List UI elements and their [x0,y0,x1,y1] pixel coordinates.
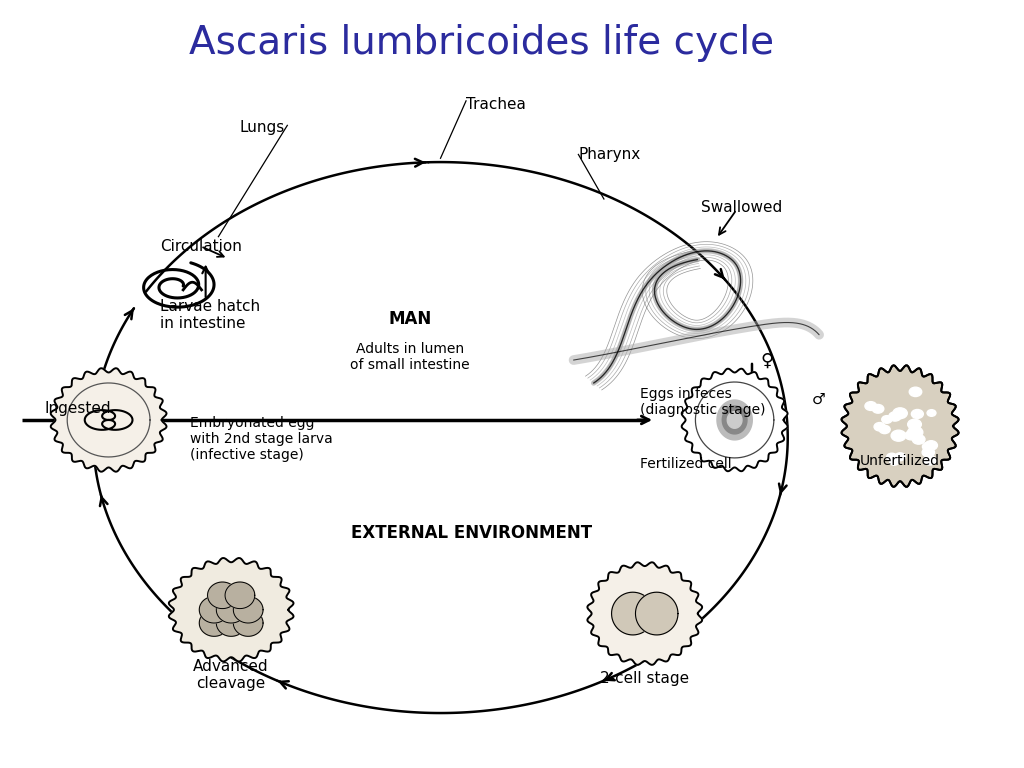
Text: Embryonated egg
with 2nd stage larva
(infective stage): Embryonated egg with 2nd stage larva (in… [190,416,333,462]
Polygon shape [225,582,255,608]
Circle shape [925,441,937,450]
Polygon shape [216,610,246,637]
Text: EXTERNAL ENVIRONMENT: EXTERNAL ENVIRONMENT [350,525,592,542]
Text: Unfertilized: Unfertilized [860,454,940,468]
Circle shape [891,430,906,441]
Text: Adults in lumen
of small intestine: Adults in lumen of small intestine [350,342,470,372]
Polygon shape [727,412,742,429]
Polygon shape [200,597,229,623]
Text: Ingested: Ingested [45,401,112,416]
Circle shape [912,435,925,444]
Circle shape [924,455,936,465]
Circle shape [893,408,907,419]
Text: ♂: ♂ [812,392,825,407]
Text: Pharynx: Pharynx [579,147,641,162]
Circle shape [907,426,923,438]
Polygon shape [611,592,654,635]
Polygon shape [200,610,229,637]
Circle shape [911,409,924,419]
Circle shape [865,402,877,410]
Text: Eggs in feces
(diagnostic stage): Eggs in feces (diagnostic stage) [640,387,765,418]
Circle shape [872,405,884,413]
Circle shape [887,453,897,461]
Polygon shape [233,597,263,623]
Text: Fertilized cell: Fertilized cell [640,458,731,472]
Text: Advanced
cleavage: Advanced cleavage [194,659,269,691]
Polygon shape [588,562,702,665]
Polygon shape [233,610,263,637]
Polygon shape [842,366,958,487]
Circle shape [923,448,935,457]
Circle shape [895,453,905,461]
Polygon shape [51,368,167,472]
Circle shape [909,387,922,396]
Text: Lungs: Lungs [240,120,285,135]
Polygon shape [216,597,246,623]
Circle shape [890,458,899,465]
Circle shape [874,422,886,431]
Text: Larvae hatch
in intestine: Larvae hatch in intestine [160,299,260,331]
Text: MAN: MAN [388,310,431,328]
Circle shape [927,409,936,416]
Polygon shape [169,558,294,661]
Circle shape [905,431,916,440]
Polygon shape [722,406,746,434]
Polygon shape [717,400,753,440]
Circle shape [882,415,892,423]
Text: 2-cell stage: 2-cell stage [600,671,689,686]
Text: Trachea: Trachea [466,98,526,112]
Circle shape [889,412,901,421]
Text: ♀: ♀ [761,352,774,370]
Polygon shape [636,592,678,635]
Text: Circulation: Circulation [160,239,242,253]
Polygon shape [682,369,787,472]
Text: Ascaris lumbricoides life cycle: Ascaris lumbricoides life cycle [188,25,774,62]
Circle shape [907,419,922,429]
Polygon shape [208,582,238,608]
Circle shape [879,425,890,434]
Circle shape [923,442,934,451]
Text: Swallowed: Swallowed [700,200,782,216]
